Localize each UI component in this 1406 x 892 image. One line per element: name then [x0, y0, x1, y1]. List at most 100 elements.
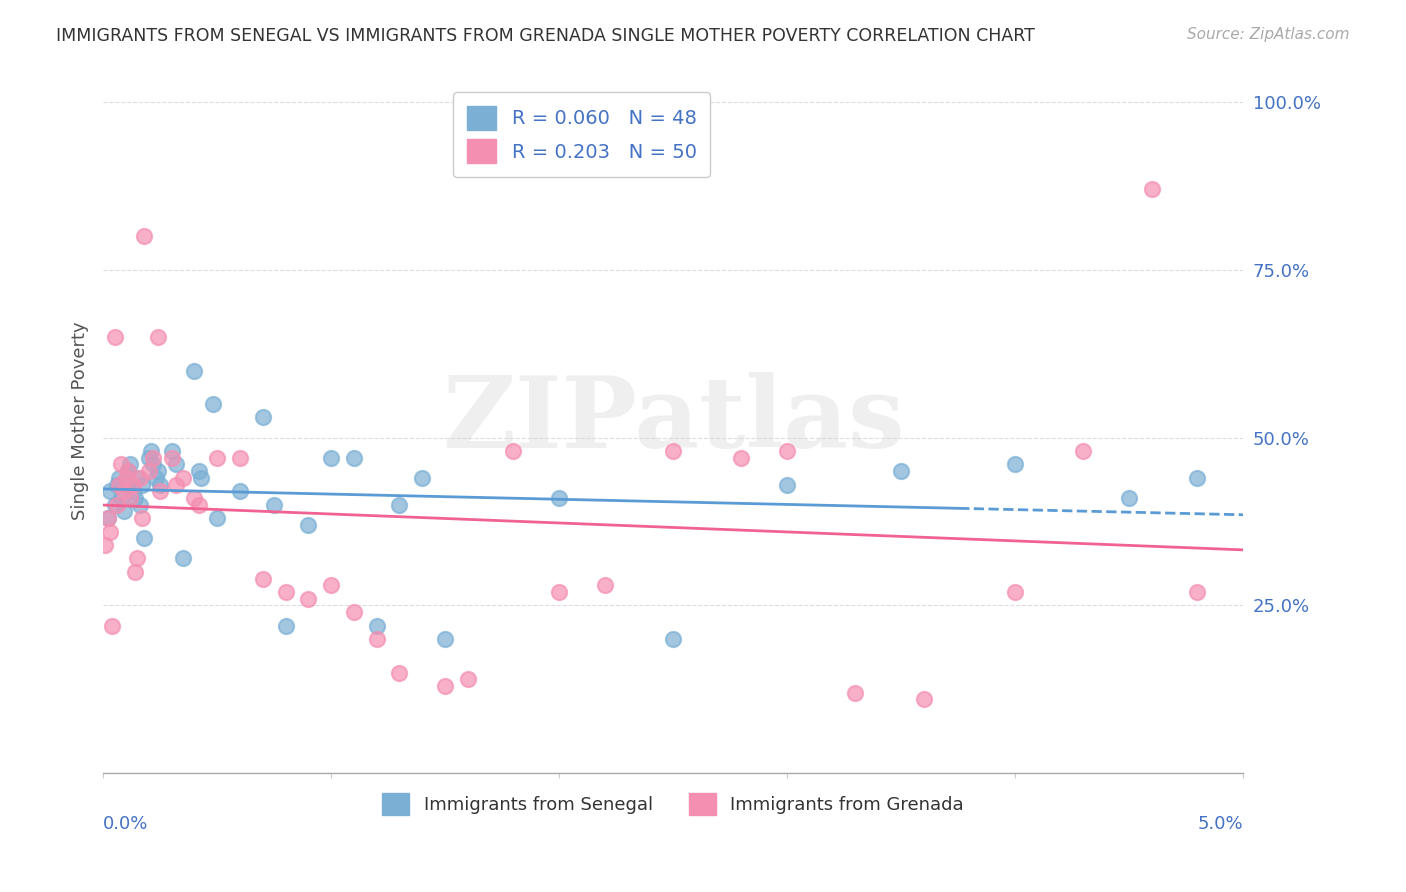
- Point: [128, 498, 150, 512]
- Point: [205, 511, 228, 525]
- Point: [128, 471, 150, 485]
- Point: [97, 511, 120, 525]
- Point: [548, 491, 571, 505]
- Point: [187, 498, 209, 512]
- Point: [912, 692, 935, 706]
- Point: [142, 450, 165, 465]
- Point: [121, 477, 143, 491]
- Point: [183, 363, 205, 377]
- Point: [165, 477, 187, 491]
- Point: [1140, 182, 1163, 196]
- Point: [297, 591, 319, 606]
- Point: [890, 464, 912, 478]
- Point: [112, 484, 135, 499]
- Point: [434, 632, 457, 646]
- Point: [124, 491, 146, 505]
- Point: [127, 471, 149, 485]
- Text: ZIPatlas: ZIPatlas: [441, 372, 904, 469]
- Point: [548, 585, 571, 599]
- Point: [183, 491, 205, 505]
- Point: [343, 450, 366, 465]
- Point: [149, 484, 172, 499]
- Point: [366, 618, 388, 632]
- Point: [844, 686, 866, 700]
- Point: [457, 672, 479, 686]
- Point: [117, 464, 139, 478]
- Point: [229, 450, 252, 465]
- Point: [1073, 444, 1095, 458]
- Point: [190, 471, 212, 485]
- Point: [252, 410, 274, 425]
- Point: [146, 330, 169, 344]
- Point: [98, 484, 121, 499]
- Point: [502, 444, 524, 458]
- Legend: Immigrants from Senegal, Immigrants from Grenada: Immigrants from Senegal, Immigrants from…: [370, 780, 977, 828]
- Point: [149, 477, 172, 491]
- Point: [593, 578, 616, 592]
- Point: [110, 458, 132, 472]
- Point: [434, 679, 457, 693]
- Point: [115, 471, 138, 485]
- Point: [187, 464, 209, 478]
- Point: [730, 450, 752, 465]
- Point: [108, 477, 131, 491]
- Y-axis label: Single Mother Poverty: Single Mother Poverty: [72, 321, 89, 520]
- Point: [103, 498, 125, 512]
- Point: [1004, 585, 1026, 599]
- Point: [94, 538, 117, 552]
- Point: [120, 491, 142, 505]
- Point: [662, 444, 685, 458]
- Text: 0.0%: 0.0%: [103, 815, 149, 833]
- Point: [319, 578, 342, 592]
- Text: Source: ZipAtlas.com: Source: ZipAtlas.com: [1187, 27, 1350, 42]
- Point: [105, 477, 128, 491]
- Point: [201, 397, 224, 411]
- Point: [172, 551, 194, 566]
- Point: [134, 531, 156, 545]
- Point: [103, 330, 125, 344]
- Point: [131, 477, 153, 491]
- Point: [343, 605, 366, 619]
- Point: [263, 498, 285, 512]
- Point: [388, 665, 411, 680]
- Point: [127, 551, 149, 566]
- Point: [252, 572, 274, 586]
- Point: [138, 464, 160, 478]
- Point: [366, 632, 388, 646]
- Point: [108, 471, 131, 485]
- Point: [274, 618, 297, 632]
- Point: [97, 511, 120, 525]
- Text: 5.0%: 5.0%: [1198, 815, 1243, 833]
- Point: [131, 511, 153, 525]
- Point: [1187, 585, 1209, 599]
- Point: [124, 565, 146, 579]
- Point: [662, 632, 685, 646]
- Point: [160, 450, 183, 465]
- Point: [134, 229, 156, 244]
- Point: [142, 458, 165, 472]
- Point: [1118, 491, 1140, 505]
- Point: [776, 444, 799, 458]
- Point: [138, 450, 160, 465]
- Point: [160, 444, 183, 458]
- Point: [229, 484, 252, 499]
- Point: [388, 498, 411, 512]
- Point: [205, 450, 228, 465]
- Point: [120, 458, 142, 472]
- Point: [165, 458, 187, 472]
- Point: [146, 464, 169, 478]
- Point: [172, 471, 194, 485]
- Point: [112, 504, 135, 518]
- Point: [297, 517, 319, 532]
- Point: [319, 450, 342, 465]
- Point: [1187, 471, 1209, 485]
- Point: [105, 498, 128, 512]
- Point: [121, 484, 143, 499]
- Point: [776, 477, 799, 491]
- Point: [110, 491, 132, 505]
- Point: [115, 477, 138, 491]
- Point: [101, 618, 124, 632]
- Point: [139, 444, 162, 458]
- Point: [117, 464, 139, 478]
- Point: [411, 471, 433, 485]
